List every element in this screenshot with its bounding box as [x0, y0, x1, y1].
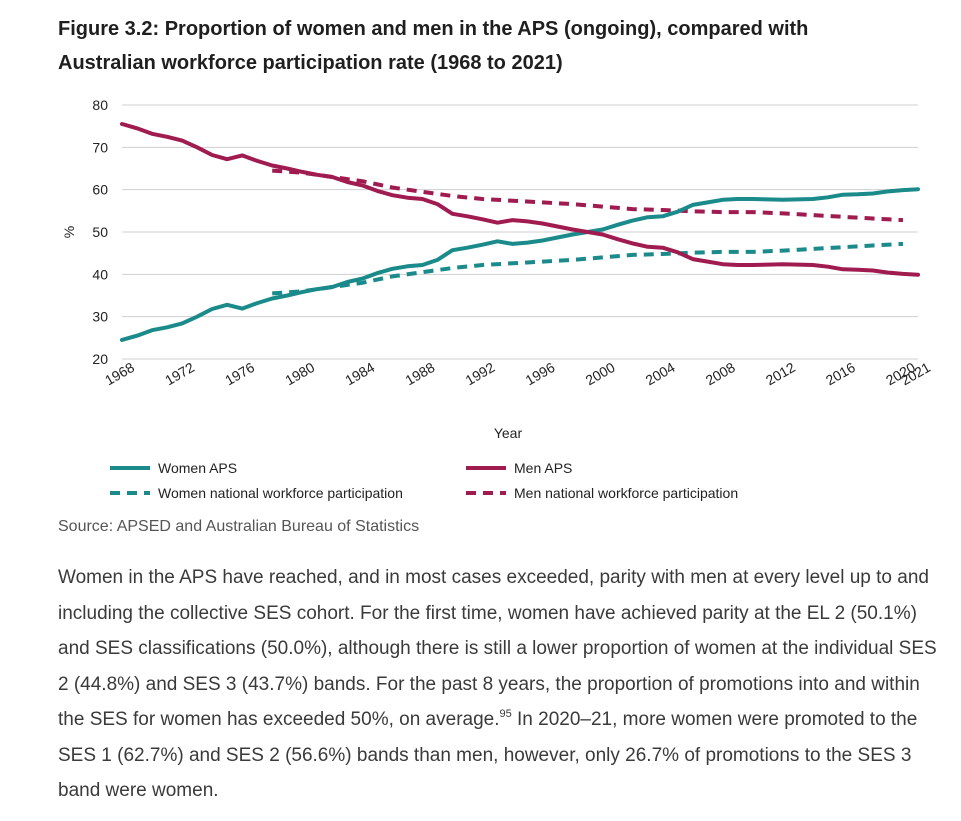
- figure-title: Figure 3.2: Proportion of women and men …: [58, 12, 918, 80]
- x-tick-label: 2012: [763, 359, 798, 389]
- series-line-men-aps: [120, 122, 920, 277]
- paragraph-text: Women in the APS have reached, and in mo…: [58, 567, 937, 730]
- figure-title-line-1: Figure 3.2: Proportion of women and men …: [58, 18, 809, 40]
- y-tick-label: 60: [92, 182, 108, 198]
- grid: [122, 104, 918, 360]
- y-tick-label: 50: [92, 224, 108, 240]
- series-line-men-national-workforce-participation: [272, 168, 904, 223]
- legend-label: Men APS: [514, 460, 572, 476]
- x-tick-label: 2008: [703, 359, 738, 389]
- series-line-women-aps: [120, 187, 920, 342]
- x-tick-label: 1988: [402, 359, 437, 389]
- series-line-women-national-workforce-participation: [272, 241, 904, 296]
- y-axis-label: %: [61, 226, 77, 238]
- legend-label: Men national workforce participation: [514, 485, 738, 501]
- footnote-reference[interactable]: 95: [499, 708, 512, 720]
- legend-label: Women APS: [158, 460, 237, 476]
- x-tick-label: 1996: [523, 359, 558, 389]
- x-tick-label: 2000: [583, 359, 618, 389]
- legend: Women APS Women national workforce partic…: [110, 460, 738, 501]
- y-axis-ticks: 20 30 40 50 60 70 80: [92, 97, 108, 367]
- x-axis-label: Year: [494, 425, 523, 441]
- x-tick-label: 2004: [643, 359, 678, 389]
- y-tick-label: 80: [92, 97, 108, 113]
- x-tick-label: 1992: [462, 359, 497, 389]
- x-tick-label: 2016: [823, 359, 858, 389]
- y-tick-label: 20: [92, 351, 108, 367]
- x-axis-ticks: 1968 1972 1976 1980 1984 1988 1992 1996 2000 2004…: [102, 359, 933, 389]
- paragraph-text-2: In 2020–21, more women were promoted to …: [58, 709, 918, 801]
- x-tick-label: 1972: [162, 359, 197, 389]
- body-paragraph: Women in the APS have reached, and in mo…: [58, 560, 938, 809]
- y-tick-label: 40: [92, 266, 108, 282]
- figure-title-line-2: Australian workforce participation rate …: [58, 52, 563, 74]
- y-tick-label: 30: [92, 309, 108, 325]
- x-tick-label: 1976: [222, 359, 257, 389]
- x-tick-label: 1984: [342, 359, 377, 389]
- legend-label: Women national workforce participation: [158, 485, 403, 501]
- x-tick-label: 1980: [282, 359, 317, 389]
- source-note: Source: APSED and Australian Bureau of S…: [58, 518, 420, 535]
- series-lines: [120, 122, 920, 342]
- y-tick-label: 70: [92, 139, 108, 155]
